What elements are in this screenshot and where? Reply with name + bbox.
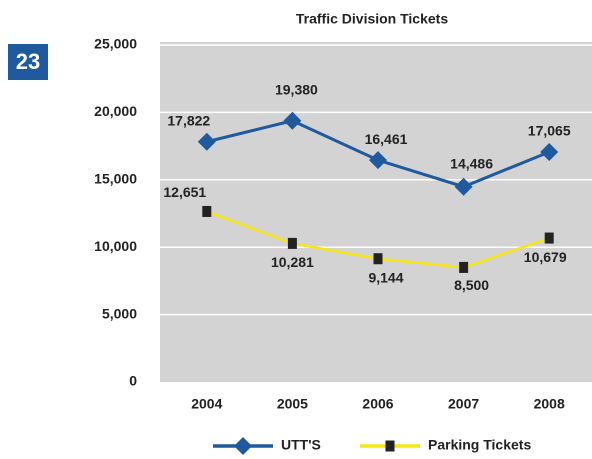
x-tick-label: 2008 (534, 396, 565, 412)
data-label: 17,065 (528, 123, 571, 139)
data-label: 16,461 (365, 131, 408, 147)
x-tick-label: 2006 (362, 396, 393, 412)
page-badge (8, 44, 48, 80)
x-tick-label: 2005 (277, 396, 308, 412)
plot-area (160, 42, 592, 382)
y-tick-label: 10,000 (94, 238, 137, 254)
data-label: 19,380 (275, 81, 318, 97)
data-label: 9,144 (368, 269, 403, 285)
y-tick-label: 0 (129, 373, 137, 389)
data-label: 10,679 (524, 249, 567, 265)
marker-square (385, 440, 395, 452)
marker-square (459, 261, 469, 273)
legend-label: UTT'S (281, 437, 321, 453)
marker-square (373, 253, 383, 265)
marker-diamond (540, 142, 559, 161)
marker-diamond (454, 177, 473, 196)
marker-diamond (369, 151, 387, 170)
y-tick-label: 25,000 (94, 36, 137, 52)
marker-square (287, 237, 297, 249)
data-label: 14,486 (450, 155, 493, 171)
marker-diamond (234, 437, 252, 455)
data-label: 17,822 (167, 112, 210, 128)
x-tick-label: 2007 (448, 396, 479, 412)
data-label: 12,651 (163, 184, 206, 200)
data-label: 10,281 (271, 254, 314, 270)
x-tick-label: 2004 (191, 396, 222, 412)
page-number: 23 (16, 49, 40, 74)
marker-square (202, 205, 212, 217)
legend-label: Parking Tickets (428, 437, 531, 453)
data-label: 8,500 (454, 277, 489, 293)
marker-diamond (283, 111, 302, 130)
y-tick-label: 5,000 (102, 305, 137, 321)
marker-diamond (197, 132, 216, 151)
y-tick-label: 15,000 (94, 171, 137, 187)
chart-title: Traffic Division Tickets (296, 11, 448, 27)
marker-square (544, 232, 554, 244)
y-tick-label: 20,000 (94, 103, 137, 119)
